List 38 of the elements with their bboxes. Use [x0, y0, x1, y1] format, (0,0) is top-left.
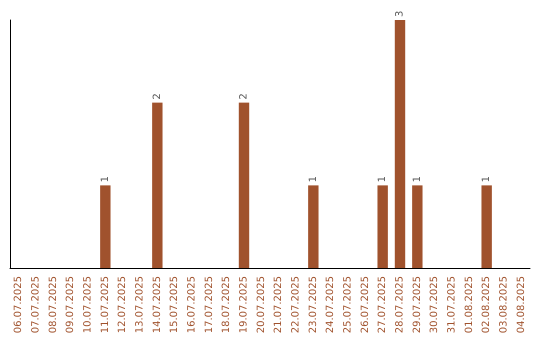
x-tick-label: 27.07.2025 — [377, 276, 388, 334]
x-tick-label: 11.07.2025 — [100, 276, 111, 334]
data-label: 1 — [481, 176, 492, 182]
x-tick-label: 17.07.2025 — [204, 276, 215, 334]
data-label: 2 — [152, 93, 163, 100]
x-tick-label: 25.07.2025 — [342, 276, 354, 334]
x-tick-label: 10.07.2025 — [82, 276, 94, 334]
x-tick-label: 12.07.2025 — [117, 276, 128, 334]
x-tick-label: 01.08.2025 — [464, 276, 475, 334]
x-tick-label: 23.07.2025 — [308, 276, 319, 334]
x-tick-label: 29.07.2025 — [412, 276, 423, 334]
data-label: 1 — [377, 176, 388, 182]
x-tick-label: 28.07.2025 — [394, 276, 406, 334]
data-label: 1 — [308, 176, 319, 182]
data-label: 1 — [100, 176, 111, 182]
x-tick-label: 06.07.2025 — [13, 276, 24, 334]
data-label: 3 — [394, 10, 406, 17]
x-tick-label: 07.07.2025 — [30, 276, 42, 334]
x-tick-label: 08.07.2025 — [48, 276, 59, 334]
x-tick-label: 18.07.2025 — [221, 276, 232, 334]
x-tick-label: 26.07.2025 — [360, 276, 371, 334]
x-tick-label: 03.08.2025 — [498, 276, 510, 334]
x-tick-label: 21.07.2025 — [273, 276, 284, 334]
x-tick-label: 30.07.2025 — [429, 276, 440, 334]
data-label: 2 — [238, 93, 250, 100]
x-tick-label: 24.07.2025 — [325, 276, 336, 334]
x-tick-label: 22.07.2025 — [290, 276, 302, 334]
x-tick-label: 31.07.2025 — [446, 276, 458, 334]
x-tick-label: 16.07.2025 — [186, 276, 198, 334]
x-tick-label: 04.08.2025 — [516, 276, 527, 334]
x-tick-label: 02.08.2025 — [481, 276, 492, 334]
x-tick-label: 19.07.2025 — [238, 276, 250, 334]
x-tick-label: 15.07.2025 — [169, 276, 180, 334]
x-tick-label: 20.07.2025 — [256, 276, 267, 334]
data-label: 1 — [412, 176, 423, 182]
x-tick-label: 09.07.2025 — [65, 276, 76, 334]
x-tick-label: 13.07.2025 — [134, 276, 146, 334]
x-tick-label: 14.07.2025 — [152, 276, 163, 334]
